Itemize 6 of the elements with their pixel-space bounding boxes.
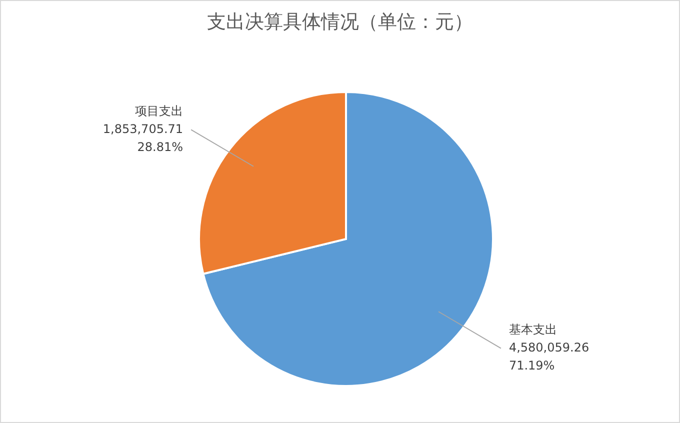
data-label: 4,580,059.26 71.19% — [508, 340, 590, 373]
slice-label: 基本支出 — [508, 322, 557, 337]
data-label: 1,853,705.71 28.81% — [102, 122, 184, 154]
slice-label: 项目支出 — [135, 104, 184, 118]
pie-slice — [202, 91, 494, 387]
chart-title: 支出决算具体情况（单位：元） — [206, 10, 474, 35]
